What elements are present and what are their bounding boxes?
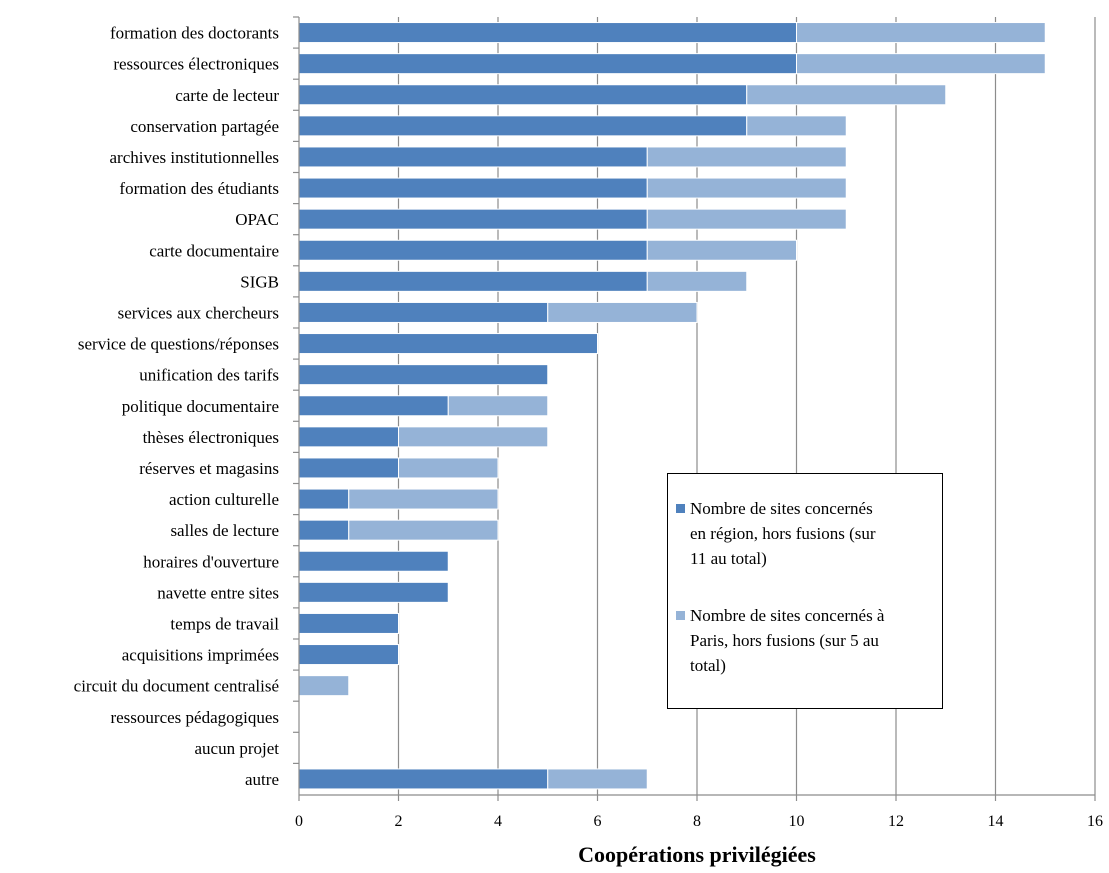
category-label-12: politique documentaire xyxy=(122,397,279,416)
category-label-9: services aux chercheurs xyxy=(118,303,279,322)
legend-label-paris-line3: total) xyxy=(690,656,726,675)
bar-region-4 xyxy=(298,146,648,168)
category-label-3: conservation partagée xyxy=(130,117,279,136)
x-axis-title: Coopérations privilégiées xyxy=(578,842,816,867)
bar-region-8 xyxy=(298,270,648,292)
bar-region-20 xyxy=(298,644,399,666)
bar-paris-13 xyxy=(398,426,549,448)
bar-paris-5 xyxy=(646,177,847,199)
category-label-0: formation des doctorants xyxy=(110,24,279,43)
bar-region-7 xyxy=(298,239,648,261)
category-label-21: circuit du document centralisé xyxy=(74,677,279,696)
legend-label-region-line3: 11 au total) xyxy=(690,549,767,568)
bar-region-12 xyxy=(298,395,449,417)
bar-region-14 xyxy=(298,457,399,479)
bar-paris-9 xyxy=(547,301,698,323)
category-label-23: aucun projet xyxy=(195,739,280,758)
x-tick-label-6: 12 xyxy=(888,813,904,830)
bar-paris-8 xyxy=(646,270,748,292)
legend-swatch-region xyxy=(676,504,685,513)
category-label-22: ressources pédagogiques xyxy=(110,708,279,727)
x-tick-label-4: 8 xyxy=(693,813,701,830)
legend-item-paris: Nombre de sites concernés à Paris, hors … xyxy=(676,603,932,678)
category-label-4: archives institutionnelles xyxy=(110,148,280,167)
bar-paris-1 xyxy=(796,53,1046,75)
bar-paris-0 xyxy=(796,22,1046,44)
category-label-10: service de questions/réponses xyxy=(78,335,279,354)
bar-paris-14 xyxy=(398,457,499,479)
legend-label-paris-line2: Paris, hors fusions (sur 5 au xyxy=(690,631,879,650)
category-label-17: horaires d'ouverture xyxy=(143,552,279,571)
category-label-13: thèses électroniques xyxy=(143,428,279,447)
bar-region-3 xyxy=(298,115,748,137)
bar-region-11 xyxy=(298,364,549,386)
bar-paris-12 xyxy=(447,395,549,417)
bar-paris-3 xyxy=(746,115,847,137)
category-label-20: acquisitions imprimées xyxy=(122,646,279,665)
category-label-6: OPAC xyxy=(235,210,279,229)
category-label-16: salles de lecture xyxy=(170,521,279,540)
category-label-1: ressources électroniques xyxy=(113,55,279,74)
category-labels: formation des doctorants ressources élect… xyxy=(74,24,280,789)
category-label-19: temps de travail xyxy=(170,614,279,633)
axes xyxy=(293,16,1096,801)
legend-label-region-line2: en région, hors fusions (sur xyxy=(690,524,876,543)
bar-paris-4 xyxy=(646,146,847,168)
legend-item-region: Nombre de sites concernés en région, hor… xyxy=(676,496,932,571)
x-tick-label-3: 6 xyxy=(594,813,602,830)
bar-paris-15 xyxy=(348,488,499,510)
bar-region-19 xyxy=(298,612,399,634)
category-label-2: carte de lecteur xyxy=(175,86,279,105)
bar-region-1 xyxy=(298,53,797,75)
x-tick-label-5: 10 xyxy=(789,813,805,830)
x-tick-label-0: 0 xyxy=(295,813,303,830)
bar-region-5 xyxy=(298,177,648,199)
bar-region-16 xyxy=(298,519,350,541)
bar-region-10 xyxy=(298,333,598,355)
category-label-8: SIGB xyxy=(240,272,279,291)
bar-paris-2 xyxy=(746,84,947,106)
legend: Nombre de sites concernés en région, hor… xyxy=(667,473,943,709)
legend-label-paris-line1: Nombre de sites concernés à xyxy=(690,606,885,625)
bar-region-17 xyxy=(298,550,449,572)
bar-region-15 xyxy=(298,488,350,510)
category-label-11: unification des tarifs xyxy=(139,366,279,385)
x-tick-labels: 0 2 4 6 8 10 12 14 16 xyxy=(295,813,1103,830)
bar-region-9 xyxy=(298,301,549,323)
category-label-15: action culturelle xyxy=(169,490,279,509)
x-tick-label-7: 14 xyxy=(988,813,1004,830)
bars xyxy=(298,22,1046,790)
category-label-7: carte documentaire xyxy=(149,241,279,260)
category-label-14: réserves et magasins xyxy=(139,459,279,478)
legend-label-region-line1: Nombre de sites concernés xyxy=(690,499,873,518)
category-label-24: autre xyxy=(245,770,279,789)
bar-paris-16 xyxy=(348,519,499,541)
bar-region-6 xyxy=(298,208,648,230)
bar-region-18 xyxy=(298,581,449,603)
bar-paris-24 xyxy=(547,768,648,790)
legend-swatch-paris xyxy=(676,611,685,620)
bar-region-2 xyxy=(298,84,748,106)
x-tick-label-1: 2 xyxy=(395,813,403,830)
category-label-5: formation des étudiants xyxy=(119,179,279,198)
bar-paris-7 xyxy=(646,239,797,261)
bar-paris-6 xyxy=(646,208,847,230)
x-tick-label-8: 16 xyxy=(1087,813,1103,830)
category-label-18: navette entre sites xyxy=(157,583,279,602)
bar-region-13 xyxy=(298,426,399,448)
x-tick-label-2: 4 xyxy=(494,813,502,830)
bar-paris-21 xyxy=(298,675,350,697)
bar-region-0 xyxy=(298,22,797,44)
bar-region-24 xyxy=(298,768,549,790)
